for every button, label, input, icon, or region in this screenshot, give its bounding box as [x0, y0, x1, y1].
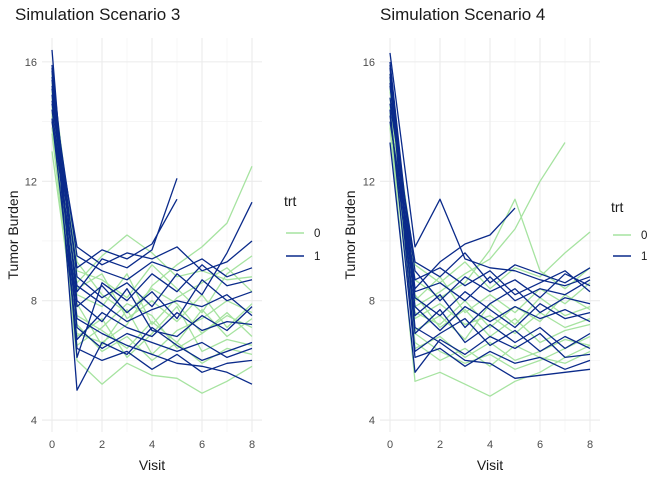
series-line-trt-0-9 — [51, 73, 253, 314]
series-line-trt-1-9 — [389, 121, 591, 296]
series-line-trt-0-6 — [51, 106, 253, 326]
chart-panel-1: 0 2 4 6 8 4 8 12 16 Simulation Scenario 3 Visit Tum… — [5, 5, 320, 473]
x-tick-label: 6 — [199, 439, 205, 451]
chart-title: Simulation Scenario 3 — [15, 5, 180, 24]
series-line-trt-1-5 — [51, 94, 253, 385]
series-line-trt-0-11 — [389, 124, 591, 367]
x-tick-label: 2 — [99, 439, 105, 451]
x-tick-label: 4 — [149, 439, 155, 451]
series-line-trt-1-11 — [389, 97, 591, 302]
series-line-trt-1-13 — [51, 121, 253, 323]
series-line-trt-0-10 — [389, 79, 591, 314]
x-tick-label: 8 — [587, 439, 593, 451]
series-line-trt-0-2 — [51, 115, 253, 394]
series-line-trt-0-4 — [51, 82, 253, 335]
x-tick-label: 6 — [537, 439, 543, 451]
series-line-trt-0-7 — [389, 112, 591, 362]
series-line-trt-1-14 — [389, 61, 591, 302]
series-line-trt-1-14 — [51, 70, 253, 373]
series-line-trt-1-13 — [389, 109, 591, 370]
y-tick-label: 12 — [25, 176, 37, 188]
y-tick-label: 12 — [363, 176, 375, 188]
chart-panel-2: 0 2 4 6 8 4 8 12 16 Simulation Scenario 4 Visit Tum… — [342, 5, 647, 473]
series-line-trt-0-2 — [389, 127, 591, 397]
series-line-trt-1-9 — [51, 118, 253, 341]
legend-label-trt-0: 0 — [641, 230, 647, 242]
series-line-trt-1-11 — [51, 100, 253, 272]
series-line-trt-1-7 — [389, 115, 591, 329]
y-tick-label: 8 — [31, 296, 37, 308]
series-line-trt-1-10 — [51, 64, 253, 338]
series-line-trt-0-4 — [389, 85, 591, 299]
y-tick-label: 4 — [31, 415, 37, 427]
x-tick-label: 0 — [49, 439, 55, 451]
series-line-trt-1-12 — [51, 79, 253, 359]
x-tick-label: 0 — [387, 439, 393, 451]
series-line-trt-0-1 — [51, 151, 253, 344]
series-line-trt-0-8 — [389, 91, 591, 290]
series-line-trt-1-4 — [51, 67, 253, 391]
series-line-trt-1-4 — [389, 64, 591, 379]
series-trt-1 — [51, 49, 253, 391]
y-tick-label: 4 — [369, 415, 375, 427]
y-axis-title: Tumor Burden — [5, 191, 21, 280]
chart-title: Simulation Scenario 4 — [380, 5, 545, 24]
y-axis-title: Tumor Burden — [342, 191, 358, 280]
series-line-trt-0-5 — [51, 127, 253, 350]
x-tick-label: 2 — [437, 439, 443, 451]
series-line-trt-1-6 — [51, 76, 253, 308]
legend-label-trt-1: 1 — [314, 251, 320, 263]
series-line-trt-1-12 — [389, 82, 591, 332]
series-line-trt-1-1 — [51, 49, 253, 359]
legend-title: trt — [284, 193, 297, 209]
series-line-trt-1-7 — [51, 109, 253, 320]
y-tick-label: 8 — [369, 296, 375, 308]
series-line-trt-1-8 — [51, 85, 253, 281]
legend: trt 0 1 — [284, 193, 320, 263]
x-axis-title: Visit — [139, 457, 165, 473]
x-tick-label: 8 — [249, 439, 255, 451]
series-line-trt-1-6 — [389, 85, 591, 329]
x-axis-title: Visit — [477, 457, 503, 473]
series-line-trt-0-12 — [51, 133, 253, 350]
legend-label-trt-0: 0 — [314, 228, 320, 240]
legend: trt 0 1 — [611, 199, 647, 263]
x-tick-label: 4 — [487, 439, 493, 451]
series-line-trt-0-3 — [389, 106, 591, 370]
y-tick-label: 16 — [363, 57, 375, 69]
series-line-trt-1-3 — [389, 142, 591, 373]
series-line-trt-1-5 — [389, 103, 591, 284]
legend-label-trt-1: 1 — [641, 251, 647, 263]
series-line-trt-0-12 — [389, 88, 591, 329]
y-tick-label: 16 — [25, 57, 37, 69]
series-trt-1 — [389, 52, 591, 379]
series-line-trt-0-5 — [389, 97, 591, 335]
series-line-trt-1-10 — [389, 67, 591, 350]
legend-title: trt — [611, 199, 624, 215]
series-line-trt-1-1 — [389, 52, 591, 287]
